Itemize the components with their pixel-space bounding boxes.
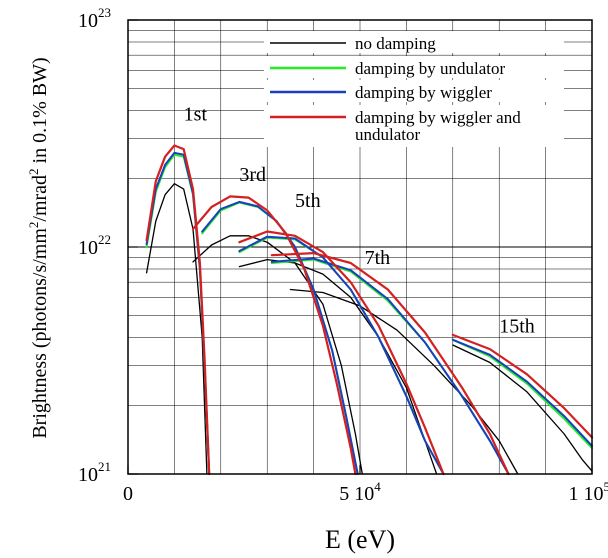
- x-axis-label: E (eV): [325, 525, 395, 554]
- y-tick-label: 1021: [78, 459, 111, 486]
- legend: no damping damping by undulator damping by…: [264, 31, 564, 147]
- series-line-3-harmonic-2: [202, 202, 358, 474]
- series-line-1-harmonic-3: [239, 260, 436, 474]
- x-tick-label: 1 105: [569, 479, 608, 505]
- harmonic-label: 1st: [184, 104, 208, 126]
- series-line-2-harmonic-2: [202, 203, 358, 475]
- x-tick-label: 0: [123, 483, 133, 505]
- series-line-1-harmonic-2: [193, 236, 362, 474]
- harmonic-label: 15th: [499, 316, 535, 338]
- x-tick-label: 5 104: [339, 479, 381, 505]
- legend-label: damping by wiggler: [355, 83, 492, 102]
- harmonic-label: 3rd: [239, 164, 266, 186]
- legend-label: damping by undulator: [355, 59, 505, 78]
- y-tick-label: 1023: [78, 5, 111, 32]
- y-tick-label: 1022: [78, 232, 111, 259]
- legend-label: no damping: [355, 34, 436, 53]
- series-line-4-harmonic-5: [453, 335, 592, 438]
- series-line-3-harmonic-5: [453, 340, 592, 446]
- y-axis-label: Brightness (photons/s/mm2/mrad2 in 0.1% …: [26, 57, 51, 438]
- harmonic-label: 5th: [295, 190, 321, 212]
- harmonic-label: 7th: [365, 247, 391, 269]
- plot-series: [147, 146, 592, 475]
- series-line-1-harmonic-1: [147, 184, 207, 474]
- series-line-2-harmonic-5: [453, 340, 592, 448]
